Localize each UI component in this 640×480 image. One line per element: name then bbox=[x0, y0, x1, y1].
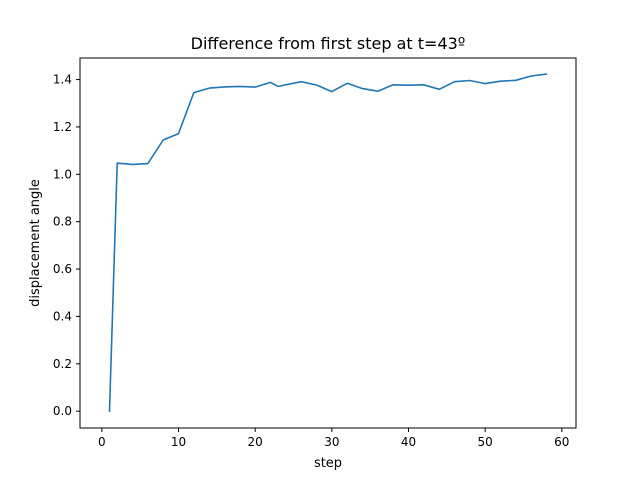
y-tick-label: 0.0 bbox=[53, 404, 72, 418]
x-tick-label: 0 bbox=[98, 435, 106, 449]
x-tick-label: 10 bbox=[171, 435, 186, 449]
y-axis-label: displacement angle bbox=[28, 179, 43, 307]
y-tick-label: 1.0 bbox=[53, 167, 72, 181]
y-tick-label: 0.2 bbox=[53, 357, 72, 371]
y-tick-label: 0.4 bbox=[53, 309, 72, 323]
series-line bbox=[108, 73, 548, 413]
chart-title: Difference from first step at t=43º bbox=[191, 34, 466, 53]
x-tick-label: 50 bbox=[478, 435, 493, 449]
ticks-layer: 0 10 20 30 40 50 60 0.0 0.2 0.4 0.6 0.8 1.0 1.2 1.4 bbox=[53, 73, 570, 449]
x-axis-label: step bbox=[314, 456, 342, 471]
y-tick-label: 0.8 bbox=[53, 215, 72, 229]
data-layer bbox=[108, 73, 548, 413]
y-tick-label: 0.6 bbox=[53, 262, 72, 276]
x-tick-label: 60 bbox=[554, 435, 569, 449]
plot-frame bbox=[79, 57, 577, 429]
x-tick-label: 20 bbox=[248, 435, 263, 449]
x-tick-label: 30 bbox=[324, 435, 339, 449]
y-tick-label: 1.2 bbox=[53, 120, 72, 134]
y-tick-label: 1.4 bbox=[53, 73, 72, 87]
x-tick-label: 40 bbox=[401, 435, 416, 449]
